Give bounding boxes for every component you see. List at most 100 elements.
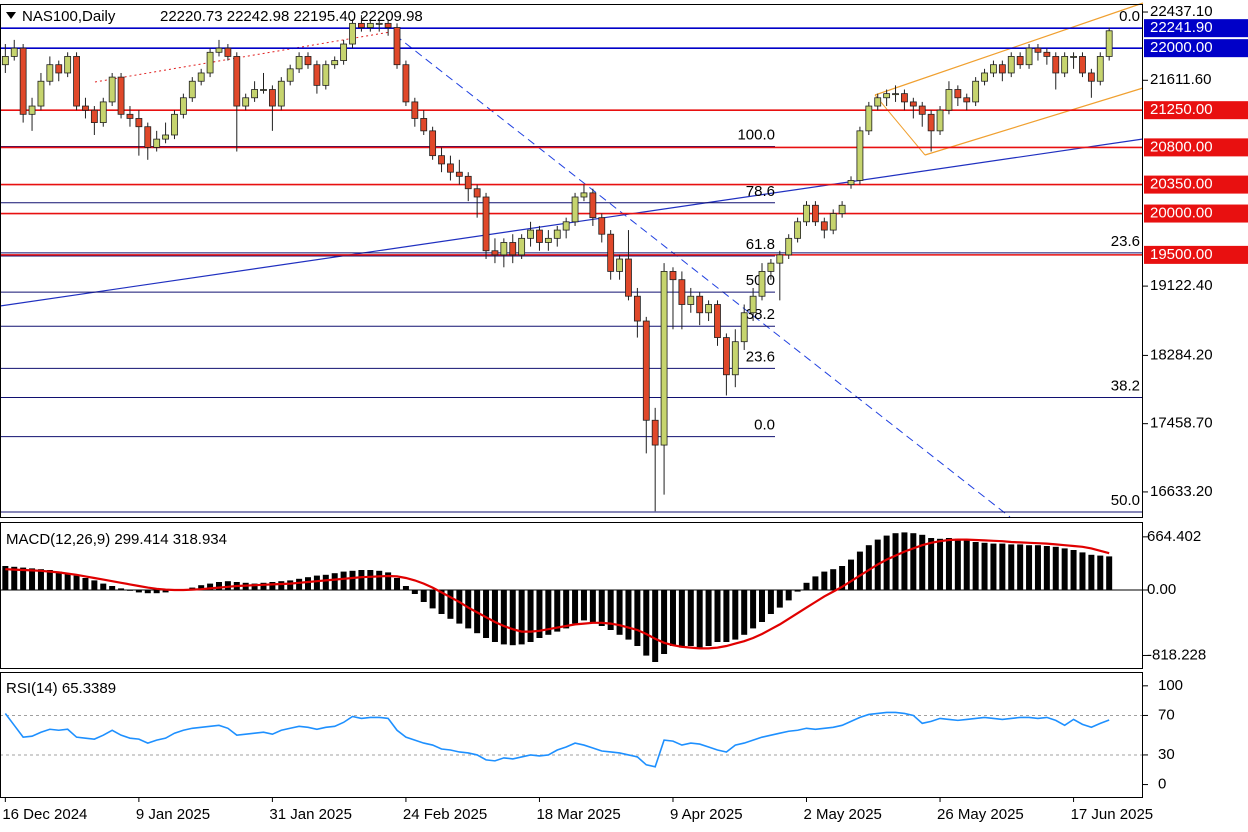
histogram-bar bbox=[625, 590, 632, 640]
candle-body bbox=[375, 22, 383, 25]
x-tick-label: 26 May 2025 bbox=[937, 806, 1024, 823]
candle-body bbox=[625, 258, 632, 297]
histogram-bar bbox=[224, 581, 231, 590]
candle-body bbox=[55, 64, 63, 74]
candle-body bbox=[562, 221, 570, 231]
candle-body bbox=[892, 93, 899, 96]
macd-pane bbox=[0, 522, 1143, 669]
candle-body bbox=[829, 213, 837, 231]
histogram-bar bbox=[349, 570, 356, 590]
trend-line bbox=[394, 34, 1011, 518]
y-tick-label: 19122.40 bbox=[1150, 277, 1213, 294]
candle-body bbox=[242, 97, 250, 107]
histogram-bar bbox=[29, 568, 36, 590]
y-tick-label: 16633.20 bbox=[1150, 483, 1213, 500]
histogram-bar bbox=[207, 583, 214, 590]
histogram-bar bbox=[723, 590, 730, 642]
candle-body bbox=[28, 105, 36, 115]
candle-body bbox=[340, 43, 348, 61]
candle-body bbox=[1034, 47, 1042, 53]
histogram-bar bbox=[954, 538, 961, 590]
x-tick-label: 9 Apr 2025 bbox=[670, 806, 743, 823]
histogram-bar bbox=[945, 538, 952, 590]
candle-body bbox=[19, 47, 27, 115]
candle-body bbox=[1043, 51, 1051, 57]
y-tick-label: 22437.10 bbox=[1150, 3, 1213, 20]
histogram-bar bbox=[634, 590, 641, 646]
candle-body bbox=[642, 320, 650, 421]
candle-body bbox=[206, 51, 214, 74]
histogram-bar bbox=[1008, 544, 1015, 590]
candle-body bbox=[990, 64, 997, 74]
histogram-bar bbox=[491, 590, 498, 642]
candle-body bbox=[464, 175, 472, 190]
histogram-bar bbox=[580, 590, 587, 621]
histogram-bar bbox=[803, 582, 810, 590]
candle-body bbox=[785, 237, 793, 256]
candle-body bbox=[972, 80, 980, 103]
candle-body bbox=[1087, 72, 1095, 82]
candle-body bbox=[1052, 56, 1060, 74]
histogram-bar bbox=[901, 532, 908, 590]
candle-body bbox=[1025, 47, 1033, 66]
candle-body bbox=[429, 130, 437, 157]
y-tick-label: 30 bbox=[1158, 746, 1175, 763]
candle-body bbox=[447, 163, 454, 173]
histogram-bar bbox=[598, 590, 605, 626]
histogram-bar bbox=[1034, 545, 1041, 590]
histogram-bar bbox=[465, 590, 472, 629]
histogram-bar bbox=[1079, 552, 1086, 590]
histogram-bar bbox=[616, 590, 623, 635]
histogram-bar bbox=[11, 566, 18, 590]
level-label: 21250.00 bbox=[1150, 101, 1213, 118]
candle-body bbox=[544, 237, 552, 243]
histogram-bar bbox=[144, 590, 151, 594]
histogram-bar bbox=[367, 570, 374, 590]
candle-body bbox=[260, 89, 267, 91]
histogram-bar bbox=[643, 590, 650, 656]
histogram-bar bbox=[848, 559, 855, 590]
histogram-bar bbox=[358, 570, 365, 590]
candle-body bbox=[331, 60, 339, 66]
level-box bbox=[1144, 175, 1248, 194]
histogram-bar bbox=[928, 538, 935, 590]
candle-body bbox=[714, 304, 721, 338]
histogram-bar bbox=[767, 590, 774, 614]
histogram-bar bbox=[135, 590, 142, 593]
candle-body bbox=[687, 295, 695, 305]
candle-body bbox=[224, 47, 232, 57]
candle-body bbox=[313, 64, 321, 86]
histogram-bar bbox=[509, 590, 516, 646]
histogram-bar bbox=[1097, 555, 1104, 590]
candle-body bbox=[731, 341, 739, 376]
histogram-bar bbox=[118, 588, 125, 590]
y-tick-label: 17458.70 bbox=[1150, 415, 1213, 432]
histogram-bar bbox=[1070, 550, 1077, 590]
histogram-bar bbox=[652, 590, 659, 662]
histogram-bar bbox=[64, 573, 71, 590]
histogram-bar bbox=[287, 580, 294, 590]
y-tick-label: 100 bbox=[1158, 677, 1183, 694]
histogram-bar bbox=[322, 574, 329, 590]
channel-line bbox=[874, 94, 926, 156]
candle-body bbox=[99, 101, 107, 123]
histogram-bar bbox=[402, 586, 409, 590]
histogram-bar bbox=[972, 542, 979, 590]
candle-body bbox=[304, 56, 312, 66]
histogram-bar bbox=[82, 578, 89, 590]
histogram-bar bbox=[447, 590, 454, 619]
candle-body bbox=[1079, 56, 1086, 74]
level-box bbox=[1144, 19, 1248, 38]
histogram-bar bbox=[1026, 545, 1033, 590]
plot-layer: 22437.10 21611.60 19122.40 18284.20 17458.70… bbox=[0, 3, 1213, 823]
level-label: 22241.90 bbox=[1150, 19, 1213, 36]
histogram-bar bbox=[456, 590, 463, 624]
candle-body bbox=[455, 171, 463, 177]
histogram-bar bbox=[963, 540, 970, 590]
histogram-bar bbox=[313, 575, 320, 590]
fib-label: 0.0 bbox=[754, 417, 775, 434]
fib-label: 23.6 bbox=[746, 348, 775, 365]
histogram-bar bbox=[1088, 554, 1095, 590]
candle-body bbox=[874, 97, 882, 107]
histogram-bar bbox=[100, 583, 107, 590]
